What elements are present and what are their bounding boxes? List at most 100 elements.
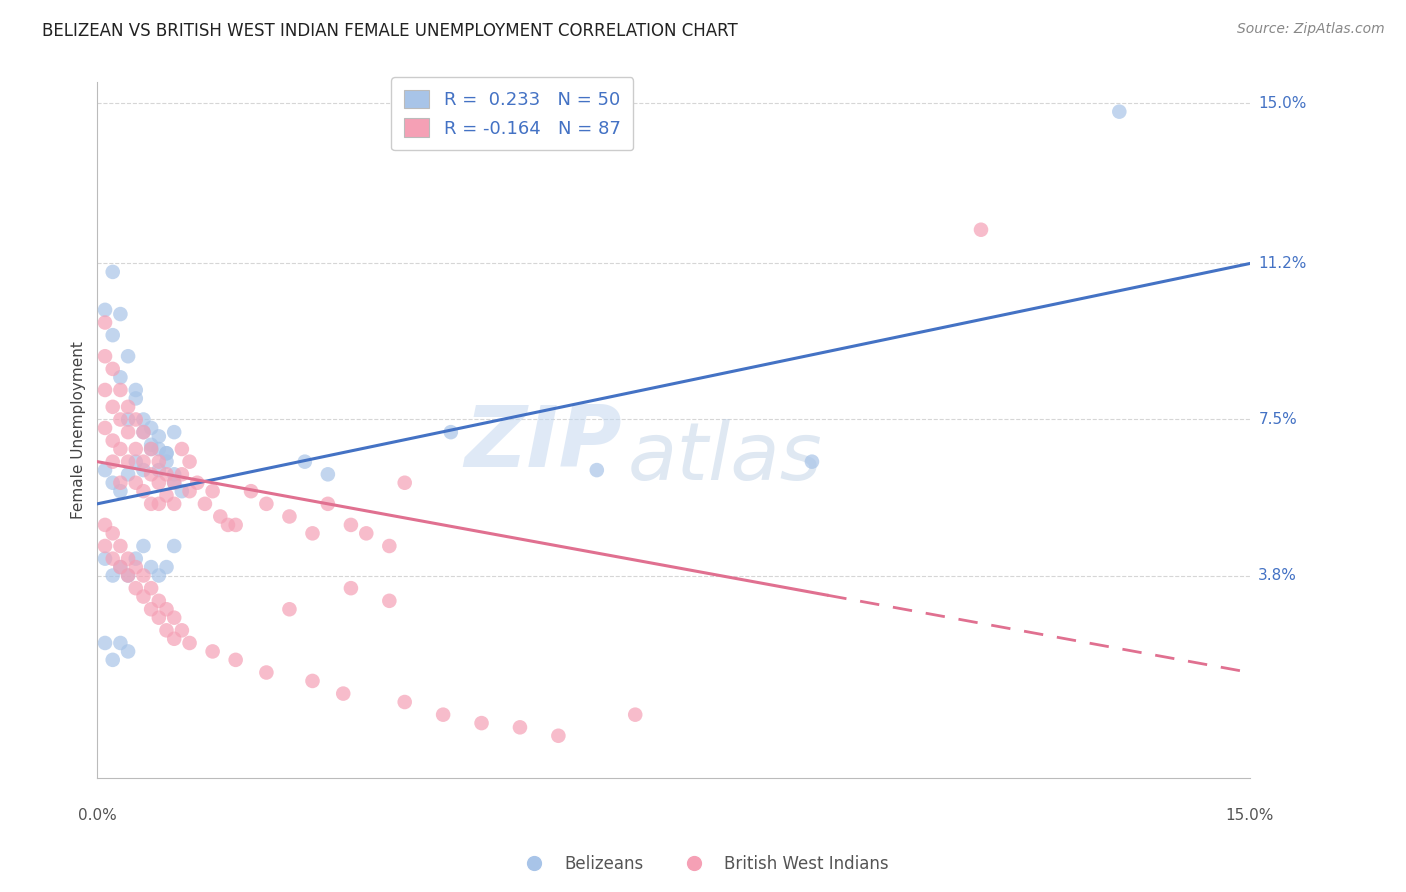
Point bbox=[94, 302, 117, 317]
Point bbox=[110, 636, 132, 650]
Point bbox=[163, 497, 186, 511]
Point bbox=[117, 644, 139, 658]
Point bbox=[117, 551, 139, 566]
Point bbox=[125, 551, 148, 566]
Point bbox=[155, 455, 177, 469]
Point bbox=[155, 624, 177, 638]
Point bbox=[125, 442, 148, 456]
Point bbox=[132, 455, 155, 469]
Point bbox=[101, 475, 124, 490]
Point bbox=[470, 716, 492, 731]
Point bbox=[378, 539, 401, 553]
Point bbox=[110, 475, 132, 490]
Text: BELIZEAN VS BRITISH WEST INDIAN FEMALE UNEMPLOYMENT CORRELATION CHART: BELIZEAN VS BRITISH WEST INDIAN FEMALE U… bbox=[42, 22, 738, 40]
Point bbox=[225, 653, 247, 667]
Point bbox=[94, 551, 117, 566]
Point bbox=[148, 429, 170, 443]
Point bbox=[163, 539, 186, 553]
Point bbox=[378, 594, 401, 608]
Point bbox=[101, 400, 124, 414]
Point bbox=[155, 446, 177, 460]
Text: 3.8%: 3.8% bbox=[1258, 568, 1298, 583]
Point bbox=[110, 370, 132, 384]
Point bbox=[101, 434, 124, 448]
Point bbox=[117, 412, 139, 426]
Point bbox=[155, 488, 177, 502]
Point bbox=[163, 475, 186, 490]
Point bbox=[101, 653, 124, 667]
Point bbox=[139, 602, 162, 616]
Point bbox=[132, 568, 155, 582]
Point bbox=[110, 412, 132, 426]
Point bbox=[163, 425, 186, 439]
Point bbox=[132, 425, 155, 439]
Point bbox=[101, 568, 124, 582]
Point bbox=[155, 560, 177, 574]
Point bbox=[163, 632, 186, 646]
Point bbox=[970, 223, 993, 237]
Text: 11.2%: 11.2% bbox=[1258, 256, 1306, 271]
Point bbox=[94, 421, 117, 435]
Point bbox=[94, 349, 117, 363]
Text: atlas: atlas bbox=[627, 419, 823, 497]
Point bbox=[179, 455, 201, 469]
Point bbox=[110, 539, 132, 553]
Text: ZIP: ZIP bbox=[464, 402, 621, 485]
Point bbox=[110, 560, 132, 574]
Point bbox=[110, 560, 132, 574]
Point bbox=[148, 463, 170, 477]
Point bbox=[132, 539, 155, 553]
Point bbox=[101, 526, 124, 541]
Point bbox=[125, 475, 148, 490]
Point bbox=[139, 421, 162, 435]
Point bbox=[170, 484, 193, 499]
Legend: Belizeans, British West Indians: Belizeans, British West Indians bbox=[510, 848, 896, 880]
Text: 15.0%: 15.0% bbox=[1258, 95, 1306, 111]
Point bbox=[117, 467, 139, 482]
Point bbox=[170, 467, 193, 482]
Point bbox=[186, 475, 208, 490]
Point bbox=[301, 526, 323, 541]
Point bbox=[179, 484, 201, 499]
Point bbox=[148, 475, 170, 490]
Point bbox=[194, 497, 217, 511]
Point bbox=[340, 517, 363, 532]
Point bbox=[340, 581, 363, 595]
Point bbox=[148, 442, 170, 456]
Point bbox=[110, 307, 132, 321]
Point bbox=[278, 602, 301, 616]
Point bbox=[163, 610, 186, 624]
Point bbox=[432, 707, 454, 722]
Point bbox=[155, 467, 177, 482]
Point bbox=[316, 467, 339, 482]
Point bbox=[132, 590, 155, 604]
Point bbox=[139, 581, 162, 595]
Point bbox=[117, 568, 139, 582]
Point bbox=[125, 560, 148, 574]
Point bbox=[139, 560, 162, 574]
Point bbox=[209, 509, 232, 524]
Point bbox=[132, 412, 155, 426]
Point bbox=[132, 463, 155, 477]
Point bbox=[139, 438, 162, 452]
Point bbox=[148, 594, 170, 608]
Point bbox=[440, 425, 463, 439]
Point bbox=[170, 624, 193, 638]
Point bbox=[148, 455, 170, 469]
Point bbox=[110, 383, 132, 397]
Point bbox=[179, 636, 201, 650]
Text: Source: ZipAtlas.com: Source: ZipAtlas.com bbox=[1237, 22, 1385, 37]
Point bbox=[301, 673, 323, 688]
Point bbox=[155, 602, 177, 616]
Point bbox=[332, 687, 354, 701]
Point bbox=[110, 442, 132, 456]
Point bbox=[624, 707, 647, 722]
Point bbox=[155, 446, 177, 460]
Point bbox=[139, 442, 162, 456]
Point bbox=[101, 265, 124, 279]
Point bbox=[117, 349, 139, 363]
Point bbox=[394, 695, 416, 709]
Point bbox=[254, 665, 277, 680]
Point bbox=[139, 467, 162, 482]
Text: 7.5%: 7.5% bbox=[1258, 412, 1296, 427]
